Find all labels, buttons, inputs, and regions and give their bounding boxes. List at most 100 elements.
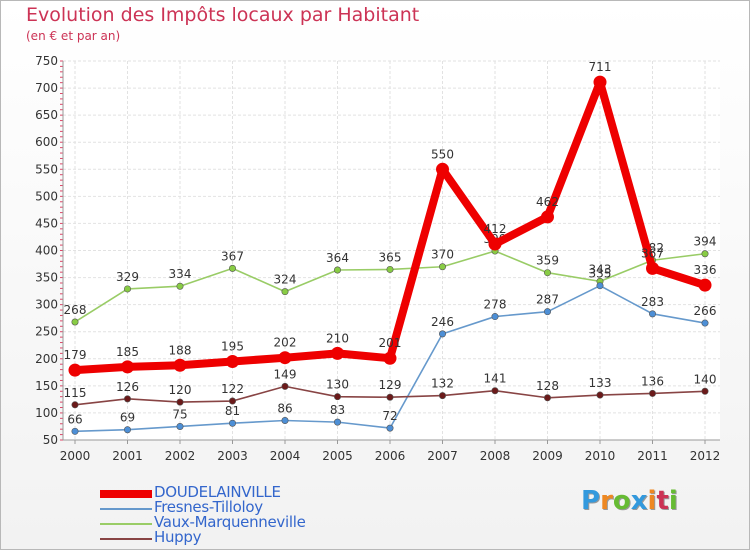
data-point-huppy bbox=[491, 387, 499, 395]
data-point-vaux-marquenneville bbox=[176, 282, 184, 290]
data-point-huppy bbox=[596, 391, 604, 399]
legend-swatch-huppy bbox=[100, 538, 152, 540]
x-tick-label: 2010 bbox=[585, 449, 616, 463]
data-label-huppy: 126 bbox=[116, 380, 139, 394]
data-label-doudelainville: 711 bbox=[589, 60, 612, 74]
chart-title: Evolution des Impôts locaux par Habitant bbox=[26, 4, 420, 26]
data-point-doudelainville bbox=[331, 346, 344, 360]
data-point-doudelainville bbox=[121, 360, 134, 374]
x-tick-label: 2000 bbox=[60, 449, 91, 463]
legend-label-doudelainville: DOUDELAINVILLE bbox=[154, 483, 281, 501]
data-label-huppy: 122 bbox=[221, 382, 244, 396]
x-tick-label: 2004 bbox=[270, 449, 301, 463]
data-label-vaux-marquenneville: 394 bbox=[694, 235, 717, 249]
data-point-huppy bbox=[701, 387, 709, 395]
data-point-huppy bbox=[648, 389, 656, 397]
data-label-fresnes-tilloloy: 246 bbox=[431, 315, 454, 329]
data-point-fresnes-tilloloy bbox=[71, 427, 79, 435]
proxiti-logo: Proxiti bbox=[581, 486, 678, 516]
data-label-huppy: 128 bbox=[536, 379, 559, 393]
data-label-fresnes-tilloloy: 75 bbox=[172, 407, 187, 421]
data-point-doudelainville bbox=[226, 354, 239, 368]
data-label-fresnes-tilloloy: 69 bbox=[120, 411, 135, 425]
logo-letter: x bbox=[630, 486, 648, 516]
x-tick-label: 2008 bbox=[480, 449, 511, 463]
logo-letter: r bbox=[600, 486, 613, 516]
x-tick-label: 2005 bbox=[322, 449, 353, 463]
data-label-doudelainville: 367 bbox=[641, 246, 664, 260]
x-tick-label: 2001 bbox=[112, 449, 143, 463]
data-point-fresnes-tilloloy bbox=[491, 313, 499, 321]
data-point-vaux-marquenneville bbox=[229, 264, 237, 272]
data-label-vaux-marquenneville: 324 bbox=[274, 273, 297, 287]
data-label-doudelainville: 210 bbox=[326, 331, 349, 345]
data-label-huppy: 149 bbox=[274, 367, 297, 381]
data-point-huppy bbox=[438, 392, 446, 400]
logo-letter: t bbox=[656, 486, 669, 516]
data-point-vaux-marquenneville bbox=[386, 265, 394, 273]
y-tick-label: 450 bbox=[35, 216, 58, 230]
x-tick-label: 2003 bbox=[217, 449, 248, 463]
data-point-fresnes-tilloloy bbox=[281, 417, 289, 425]
legend-label-huppy: Huppy bbox=[154, 528, 202, 546]
data-point-vaux-marquenneville bbox=[701, 250, 709, 258]
data-point-huppy bbox=[543, 394, 551, 402]
x-tick-label: 2002 bbox=[165, 449, 196, 463]
data-point-vaux-marquenneville bbox=[543, 269, 551, 277]
data-label-doudelainville: 462 bbox=[536, 195, 559, 209]
data-label-doudelainville: 412 bbox=[484, 222, 507, 236]
y-tick-label: 700 bbox=[35, 81, 58, 95]
data-point-fresnes-tilloloy bbox=[229, 419, 237, 427]
data-label-fresnes-tilloloy: 278 bbox=[484, 298, 507, 312]
data-label-vaux-marquenneville: 268 bbox=[64, 303, 87, 317]
y-tick-label: 250 bbox=[35, 325, 58, 339]
y-tick-label: 600 bbox=[35, 135, 58, 149]
data-point-fresnes-tilloloy bbox=[701, 319, 709, 327]
data-label-huppy: 120 bbox=[169, 383, 192, 397]
data-label-huppy: 136 bbox=[641, 374, 664, 388]
data-label-vaux-marquenneville: 364 bbox=[326, 251, 349, 265]
data-label-fresnes-tilloloy: 266 bbox=[694, 304, 717, 318]
legend-swatch-vaux-marquenneville bbox=[100, 523, 152, 525]
data-point-fresnes-tilloloy bbox=[543, 308, 551, 316]
x-tick-label: 2006 bbox=[375, 449, 406, 463]
data-point-doudelainville bbox=[593, 75, 607, 89]
data-point-doudelainville bbox=[173, 358, 187, 372]
data-label-doudelainville: 185 bbox=[116, 345, 139, 359]
data-label-huppy: 132 bbox=[431, 377, 454, 391]
data-label-fresnes-tilloloy: 66 bbox=[67, 412, 82, 426]
y-tick-label: 300 bbox=[35, 298, 58, 312]
logo-letter: i bbox=[668, 486, 678, 516]
logo-letter: o bbox=[612, 486, 631, 516]
data-point-fresnes-tilloloy bbox=[333, 418, 341, 426]
data-label-vaux-marquenneville: 370 bbox=[431, 248, 454, 262]
data-point-vaux-marquenneville bbox=[124, 285, 132, 293]
y-tick-label: 200 bbox=[35, 352, 58, 366]
data-point-doudelainville bbox=[68, 363, 82, 377]
data-point-huppy bbox=[333, 393, 341, 401]
data-label-vaux-marquenneville: 329 bbox=[116, 270, 139, 284]
data-label-huppy: 129 bbox=[379, 378, 402, 392]
data-label-doudelainville: 195 bbox=[221, 339, 244, 353]
data-point-fresnes-tilloloy bbox=[648, 310, 656, 318]
data-label-vaux-marquenneville: 334 bbox=[169, 267, 192, 281]
data-point-doudelainville bbox=[436, 162, 449, 176]
data-label-vaux-marquenneville: 359 bbox=[536, 254, 559, 268]
logo-letter: i bbox=[647, 486, 657, 516]
data-point-doudelainville bbox=[278, 351, 292, 365]
data-label-fresnes-tilloloy: 81 bbox=[225, 404, 240, 418]
logo-letter: P bbox=[581, 486, 601, 516]
data-point-fresnes-tilloloy bbox=[438, 330, 446, 338]
data-point-vaux-marquenneville bbox=[333, 266, 341, 274]
legend-swatch-doudelainville bbox=[100, 490, 152, 498]
data-point-vaux-marquenneville bbox=[71, 318, 79, 326]
data-label-fresnes-tilloloy: 83 bbox=[330, 403, 345, 417]
data-point-huppy bbox=[281, 382, 289, 390]
data-point-doudelainville bbox=[488, 237, 502, 251]
data-label-doudelainville: 179 bbox=[64, 348, 87, 362]
data-label-fresnes-tilloloy: 283 bbox=[641, 295, 664, 309]
y-tick-label: 550 bbox=[35, 162, 58, 176]
data-point-doudelainville bbox=[541, 210, 554, 224]
legend-swatch-fresnes-tilloloy bbox=[100, 508, 152, 510]
